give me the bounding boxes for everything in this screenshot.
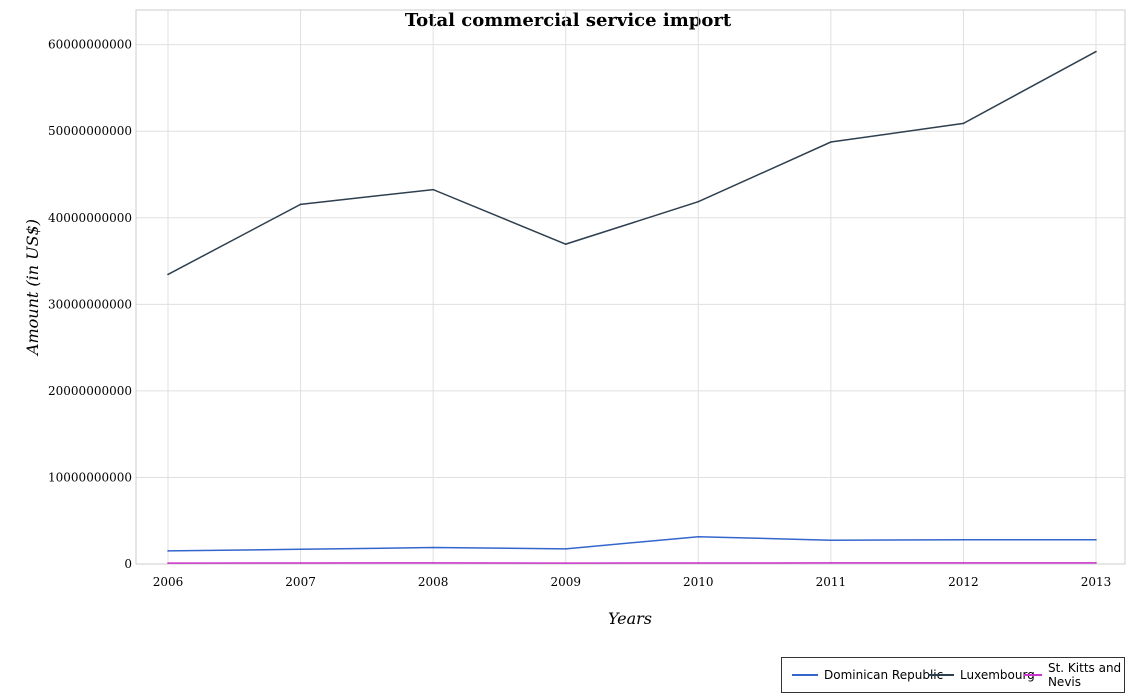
series-line-0 (167, 535, 1096, 552)
x-ticks: 2006 2007 2008 2009 2010 2011 2012 2013 (153, 575, 1112, 589)
data-point (697, 535, 700, 538)
data-point (830, 539, 832, 541)
data-point (830, 141, 832, 143)
legend-label: Dominican Republic (824, 668, 944, 682)
data-point (564, 562, 567, 564)
x-axis-title: Years (608, 609, 652, 628)
plot-area (135, 9, 1126, 565)
y-tick-label: 40000000000 (48, 211, 132, 225)
x-tick-label: 2012 (948, 575, 979, 589)
data-point (299, 562, 302, 564)
y-tick-label: 0 (124, 557, 132, 571)
y-tick-label: 20000000000 (48, 384, 132, 398)
data-point (564, 548, 567, 550)
x-tick-label: 2006 (153, 575, 184, 589)
legend-item-luxembourg: Luxembourg (928, 658, 1035, 692)
y-tick-label: 10000000000 (48, 470, 132, 484)
y-ticks: 0 10000000000 20000000000 30000000000 400000… (48, 38, 132, 571)
series-lines (167, 50, 1097, 564)
legend: Dominican Republic Luxembourg St. Kitts … (781, 657, 1125, 693)
legend-label: St. Kitts and Nevis (1047, 661, 1122, 689)
data-point (167, 273, 169, 276)
legend-item-dominican-republic: Dominican Republic (792, 658, 943, 692)
x-tick-label: 2008 (418, 575, 449, 589)
y-axis-title: Amount (in US$) (23, 219, 42, 357)
y-tick-label: 60000000000 (48, 38, 132, 52)
data-point (697, 200, 700, 203)
data-point (1095, 538, 1097, 541)
grid (136, 10, 1125, 565)
data-point (299, 203, 302, 206)
x-tick-label: 2009 (550, 575, 581, 589)
data-point (432, 188, 434, 191)
y-tick-label: 50000000000 (48, 124, 132, 138)
legend-swatch (792, 674, 818, 676)
data-point (432, 546, 434, 549)
x-tick-label: 2010 (683, 575, 714, 589)
y-tick-label: 30000000000 (48, 297, 132, 311)
data-point (962, 562, 965, 564)
data-point (564, 243, 567, 245)
data-point (299, 548, 302, 551)
x-tick-label: 2013 (1081, 575, 1112, 589)
data-point (167, 562, 169, 564)
legend-swatch (928, 674, 954, 676)
x-tick-label: 2011 (816, 575, 847, 589)
legend-swatch (1024, 674, 1042, 676)
data-point (1095, 562, 1097, 564)
x-tick-label: 2007 (285, 575, 316, 589)
series-line-1 (167, 50, 1097, 276)
data-point (962, 122, 965, 125)
data-point (167, 550, 169, 552)
data-point (1095, 50, 1097, 53)
data-point (697, 562, 700, 564)
data-point (830, 562, 832, 564)
data-point (962, 538, 965, 541)
legend-item-st-kitts-and-nevis: St. Kitts and Nevis (1024, 658, 1124, 692)
data-point (432, 562, 434, 564)
chart-title: Total commercial service import (405, 10, 732, 31)
legend-label: Luxembourg (960, 668, 1035, 682)
